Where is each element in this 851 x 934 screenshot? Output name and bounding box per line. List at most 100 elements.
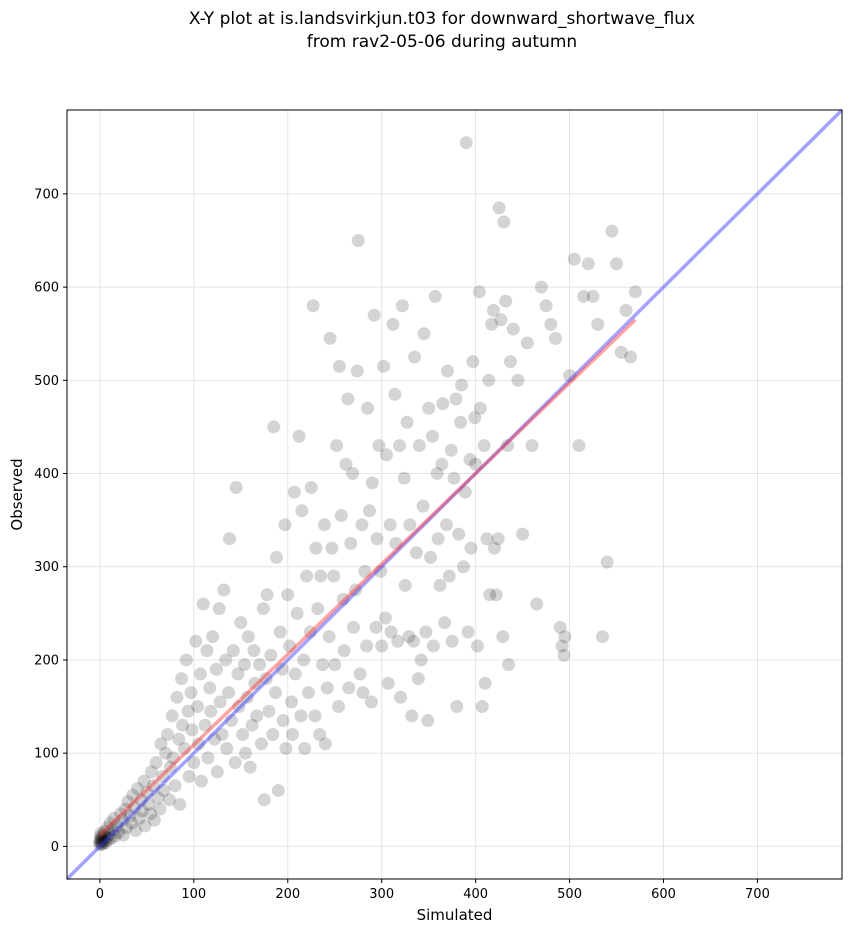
fit-lines (65, 108, 844, 881)
data-point (213, 695, 227, 709)
data-point (103, 816, 117, 830)
data-point (301, 686, 315, 700)
data-point (452, 527, 466, 541)
data-point (196, 597, 210, 611)
data-point (151, 791, 165, 805)
data-points (93, 136, 642, 852)
data-point (336, 592, 350, 606)
data-point (194, 774, 208, 788)
data-point (94, 826, 108, 840)
data-point (624, 350, 638, 364)
data-point (134, 793, 148, 807)
data-point (269, 686, 283, 700)
data-point (264, 648, 278, 662)
data-point (106, 823, 120, 837)
data-point (372, 439, 386, 453)
data-point (558, 630, 572, 644)
data-point (123, 809, 137, 823)
data-point (350, 364, 364, 378)
data-point (464, 541, 478, 555)
x-tick-label: 0 (96, 887, 104, 902)
data-point (440, 518, 454, 532)
data-point (567, 252, 581, 266)
data-point (98, 824, 112, 838)
data-point (300, 569, 314, 583)
data-point (348, 583, 362, 597)
data-point (163, 760, 177, 774)
data-point (253, 658, 267, 672)
x-tick-label: 600 (651, 887, 676, 902)
data-point (229, 481, 243, 495)
data-point (471, 639, 485, 653)
data-point (240, 690, 254, 704)
data-point (161, 728, 175, 742)
data-point (486, 303, 500, 317)
data-point (480, 532, 494, 546)
data-point (95, 838, 109, 852)
data-point (187, 755, 201, 769)
data-point (281, 588, 295, 602)
data-point (285, 728, 299, 742)
data-point (114, 807, 128, 821)
data-point (241, 630, 255, 644)
data-point (407, 634, 421, 648)
data-point (210, 765, 224, 779)
data-point (316, 658, 330, 672)
data-point (424, 550, 438, 564)
data-point (456, 560, 470, 574)
data-point (377, 359, 391, 373)
data-point (203, 681, 217, 695)
data-point (563, 369, 577, 383)
data-point (389, 536, 403, 550)
data-point (356, 686, 370, 700)
data-point (403, 518, 417, 532)
data-point (226, 644, 240, 658)
data-point (506, 322, 520, 336)
data-point (374, 564, 388, 578)
data-point (308, 709, 322, 723)
data-point (254, 737, 268, 751)
data-point (400, 415, 414, 429)
x-tick-label: 100 (181, 887, 206, 902)
data-point (314, 569, 328, 583)
data-point (483, 588, 497, 602)
data-point (393, 690, 407, 704)
data-point (191, 700, 205, 714)
data-point (586, 289, 600, 303)
data-point (128, 800, 142, 814)
data-point (215, 728, 229, 742)
data-point (267, 420, 281, 434)
data-point (459, 136, 473, 150)
data-point (276, 714, 290, 728)
data-point (610, 257, 624, 271)
data-point (297, 653, 311, 667)
data-point (260, 588, 274, 602)
data-point (273, 625, 287, 639)
data-point (454, 415, 468, 429)
data-point (455, 378, 469, 392)
data-point (431, 532, 445, 546)
data-point (395, 299, 409, 313)
x-tick-label: 500 (557, 887, 582, 902)
data-point (309, 541, 323, 555)
data-point (414, 653, 428, 667)
data-point (332, 359, 346, 373)
data-point (416, 499, 430, 513)
data-point (219, 653, 233, 667)
data-point (177, 742, 191, 756)
data-point (402, 630, 416, 644)
data-point (502, 658, 516, 672)
data-point (159, 746, 173, 760)
data-point (245, 718, 259, 732)
data-point (322, 630, 336, 644)
data-point (192, 737, 206, 751)
data-point (442, 569, 456, 583)
data-point (115, 813, 129, 827)
data-point (234, 616, 248, 630)
data-point (287, 485, 301, 499)
data-point (346, 467, 360, 481)
data-point (327, 569, 341, 583)
data-point (331, 700, 345, 714)
data-point (107, 811, 121, 825)
data-point (295, 504, 309, 518)
